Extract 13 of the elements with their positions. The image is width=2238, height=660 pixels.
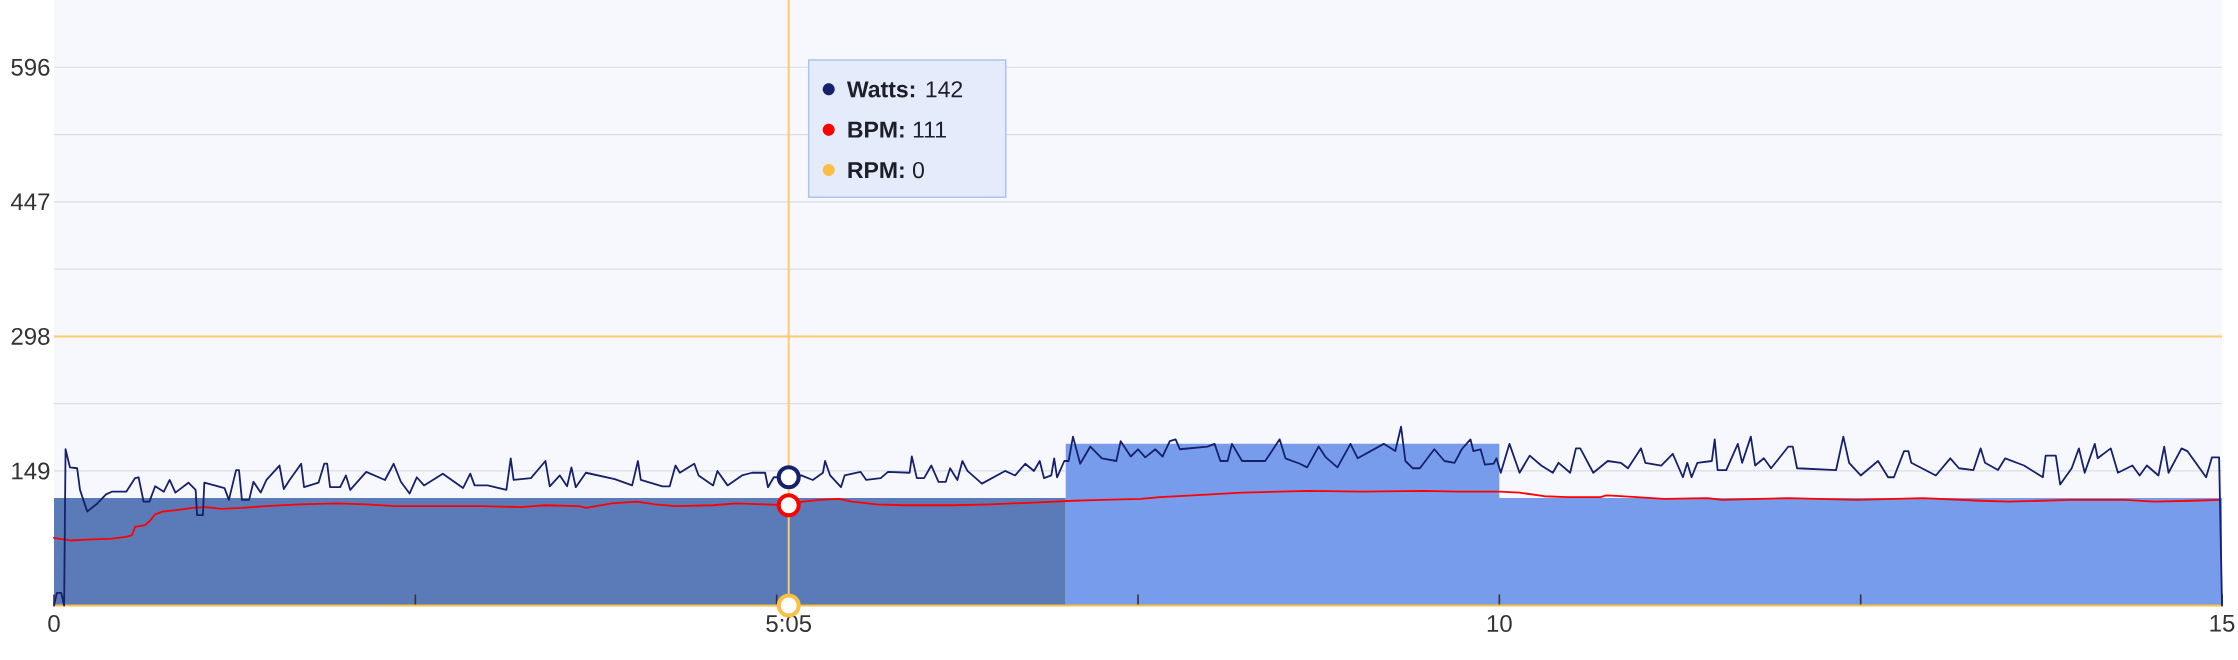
point — [776, 493, 801, 518]
y-tick-label: 596 — [11, 58, 50, 76]
annotation: Watts: 142 — [846, 81, 963, 98]
ref-line-label: 5:05 — [766, 615, 812, 633]
annotation: BPM: 111 — [848, 121, 946, 138]
y-tick-label: 298 — [11, 327, 50, 345]
x-tick-label: 10 — [1487, 615, 1512, 633]
x-tick-label: 0 — [48, 615, 60, 633]
annotation: RPM: 0 — [848, 161, 924, 179]
y-tick-label: 149 — [12, 462, 50, 480]
x-tick-label: 15 — [2210, 615, 2235, 632]
point — [776, 465, 801, 490]
y-tick-label: 447 — [10, 193, 50, 211]
